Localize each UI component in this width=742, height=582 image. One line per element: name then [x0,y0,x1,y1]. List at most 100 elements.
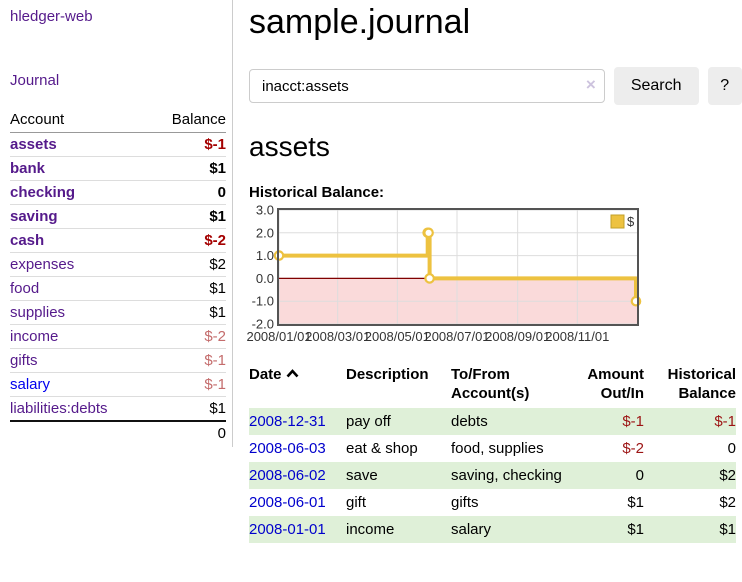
accounts-header-balance: Balance [148,108,226,133]
chart-title: Historical Balance: [249,183,385,201]
historical-balance-chart: $3.0 2.0 1.0 0.0 -1.0 -2.02008/01/012008/03/0… [246,202,642,344]
account-link-income[interactable]: income [10,328,59,345]
account-balance: $1 [148,396,226,422]
account-row: gifts $-1 [10,348,226,373]
accounts-total-row: 0 [10,420,226,445]
register-header-description: Description [346,365,429,383]
transaction-date-link[interactable]: 2008-06-03 [249,439,326,457]
transaction-description: save [346,466,378,484]
register-row: 2008-06-03 eat & shop food, supplies $-2 0 [249,435,736,462]
account-row: food $1 [10,276,226,301]
account-link-supplies[interactable]: supplies [10,304,66,321]
clear-search-icon[interactable]: × [585,75,596,95]
y-axis-tick-label: -2.0 [252,316,274,331]
account-balance: $-1 [148,348,226,373]
transaction-description: income [346,520,395,538]
account-link-liabilities-debts[interactable]: liabilities:debts [10,400,108,417]
x-axis-tick-label: 2008/03/01 [305,329,370,344]
register-row: 2008-12-31 pay off debts $-1 $-1 [249,407,736,435]
account-balance: $-2 [148,228,226,253]
search-button[interactable]: Search [613,67,699,106]
page-title: sample.journal [249,3,471,41]
transaction-description: eat & shop [346,439,418,457]
y-axis-tick-label: 2.0 [256,225,274,240]
account-row: assets $-1 [10,132,226,157]
account-link-assets[interactable]: assets [10,136,57,153]
register-header-accounts: To/From Account(s) [451,365,530,402]
transaction-amount: $-1 [622,412,644,430]
account-link-saving[interactable]: saving [10,208,58,225]
x-axis-tick-label: 2008/11/01 [545,329,609,344]
transaction-balance: $2 [719,493,736,511]
transaction-balance: $2 [719,466,736,484]
account-balance: $1 [148,156,226,181]
account-balance: $1 [148,276,226,301]
register-header-amount: Amount Out/In [587,365,644,402]
transaction-date-link[interactable]: 2008-06-01 [249,493,326,511]
transaction-date-link[interactable]: 2008-06-02 [249,466,326,484]
account-balance: $-2 [148,324,226,349]
accounts-total-value: 0 [148,420,226,445]
register-header-date[interactable]: Date [249,365,346,408]
account-row: expenses $2 [10,252,226,277]
sidebar-item-journal[interactable]: Journal [10,72,60,89]
transaction-balance: $1 [719,520,736,538]
y-axis-tick-label: -1.0 [252,294,274,309]
transaction-amount: $1 [627,493,644,511]
search-bar: × Search ? [249,67,742,106]
x-axis-tick-label: 2008/09/01 [485,329,550,344]
legend-swatch [610,214,625,229]
x-axis-tick-label: 2008/01/01 [246,329,311,344]
account-balance: $-1 [148,132,226,157]
transaction-accounts: debts [451,412,488,430]
account-link-bank[interactable]: bank [10,160,46,177]
transaction-description: pay off [346,412,391,430]
search-input[interactable] [249,69,605,104]
transaction-accounts: saving, checking [451,466,562,484]
account-row: supplies $1 [10,300,226,325]
transaction-accounts: food, supplies [451,439,544,457]
register-row: 2008-01-01 income salary $1 $1 [249,515,736,543]
search-help-button[interactable]: ? [707,67,742,106]
register-table: Date Description To/From Account(s) Amou… [249,365,736,543]
account-link-food[interactable]: food [10,280,40,297]
sidebar: hledger-web Journal Account Balance asse… [0,0,233,447]
register-header-row: Date Description To/From Account(s) Amou… [249,365,736,408]
account-balance: $2 [148,252,226,277]
y-axis-tick-label: 0.0 [256,271,274,286]
register-row: 2008-06-02 save saving, checking 0 $2 [249,461,736,489]
transaction-description: gift [346,493,367,511]
account-link-gifts[interactable]: gifts [10,352,38,369]
account-row: saving $1 [10,204,226,229]
transaction-date-link[interactable]: 2008-01-01 [249,520,326,538]
account-link-cash[interactable]: cash [10,232,45,249]
plot-border [277,207,639,326]
account-link-expenses[interactable]: expenses [10,256,75,273]
transaction-balance: $-1 [714,412,736,430]
y-axis-tick-label: 3.0 [256,202,274,217]
account-row: checking 0 [10,180,226,205]
account-link-salary[interactable]: salary [10,376,51,393]
account-row: income $-2 [10,324,226,349]
account-row: liabilities:debts $1 [10,396,226,422]
account-balance: $1 [148,204,226,229]
account-row: salary $-1 [10,372,226,397]
account-link-checking[interactable]: checking [10,184,76,201]
account-balance: $-1 [148,372,226,397]
transaction-date-link[interactable]: 2008-12-31 [249,412,326,430]
transaction-balance: 0 [727,439,736,457]
page: hledger-web Journal Account Balance asse… [0,0,742,543]
transaction-accounts: salary [451,520,492,538]
transaction-amount: 0 [635,466,644,484]
transaction-accounts: gifts [451,493,479,511]
legend-label: $ [627,214,635,229]
x-axis-tick-label: 2008/05/01 [365,329,430,344]
app-title-link[interactable]: hledger-web [10,8,93,25]
accounts-table: Account Balance assets $-1 bank $1 checking 0… [10,108,226,445]
account-balance: 0 [148,180,226,205]
register-row: 2008-06-01 gift gifts $1 $2 [249,489,736,516]
data-point-marker [423,227,434,238]
accounts-header-account: Account [10,108,149,133]
register-header-balance: Historical Balance [667,365,736,402]
account-balance: $1 [148,300,226,325]
